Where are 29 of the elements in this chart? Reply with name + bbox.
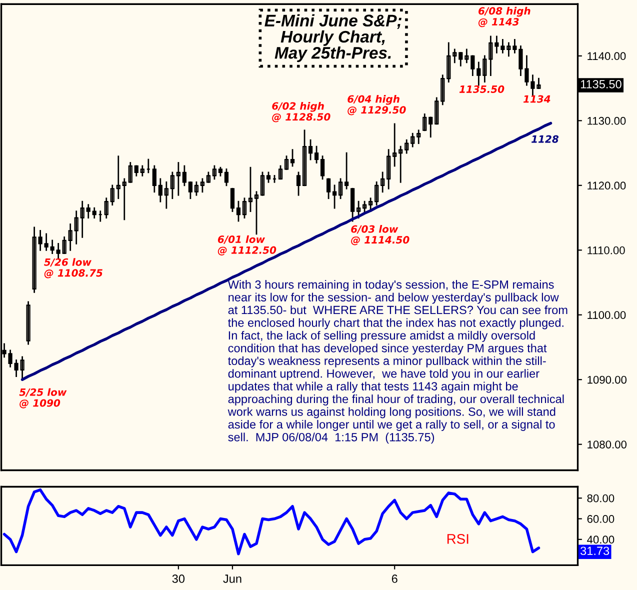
y-tick-label: 80.00 <box>587 494 614 502</box>
y-tick-label: 1100.00 <box>588 311 626 319</box>
series-label: RSI <box>447 534 468 544</box>
annotation: 1134 <box>523 95 550 103</box>
y-tick-label: 1080.00 <box>588 440 627 448</box>
y-tick-label: 40.00 <box>587 536 614 544</box>
annotation: 6/04 high @ 1129.50 <box>348 95 406 116</box>
annotation: 1135.50 <box>459 85 504 93</box>
y-tick-label: 60.00 <box>587 515 614 523</box>
annotation: 5/25 low @ 1090 <box>19 388 67 408</box>
annotation: 6/08 high @ 1143 <box>478 6 530 28</box>
y-tick-label: 1120.00 <box>588 182 626 190</box>
annotation: 5/26 low @ 1108.75 <box>44 258 102 278</box>
line-series <box>2 488 540 556</box>
text: E-Mini June S&P; Hourly Chart, May 25th-Pres. <box>264 14 402 62</box>
x-tick-label: 6 <box>392 574 398 583</box>
annotation: 6/02 high @ 1128.50 <box>272 102 330 122</box>
x-tick-label: 30 <box>172 574 185 583</box>
y-tick-label: 1130.00 <box>588 116 626 125</box>
text: With 3 hours remaining in today's session, the E-SPM remains near its low for the session- and below yesterday's pullback low at 1135.50- but WHERE ARE THE SELLERS? You can see from the enclosed hourly chart that the index has not exactly plunged. In fact, the lack of selling pressure amidst a mildly oversold condition that has developed since yesterday PM argues that today's weakness represents a minor pullback within the still- dominant uptrend. However, we have told you in our earlier updates that while a rally that tests 1143 again might be approaching during the final hour of trading, our overall technical work warns us against holding long positions. So, we will stand aside for a while longer until we get a rally to sell, or a signal to sell. MJP 06/08/04 1:15 PM (1135.75) <box>228 280 568 444</box>
y-tick-label: 1090.00 <box>588 376 627 384</box>
text: 31.73 <box>580 546 610 556</box>
text: 1135.50 <box>580 80 622 88</box>
y-tick-label: 1110.00 <box>588 246 625 254</box>
x-tick-label: Jun <box>223 574 242 583</box>
annotation: 6/03 low @ 1114.50 <box>351 225 410 246</box>
annotation: 1128 <box>531 135 559 143</box>
annotation: 6/01 low @ 1112.50 <box>218 235 276 256</box>
y-tick-label: 1140.00 <box>588 52 626 60</box>
